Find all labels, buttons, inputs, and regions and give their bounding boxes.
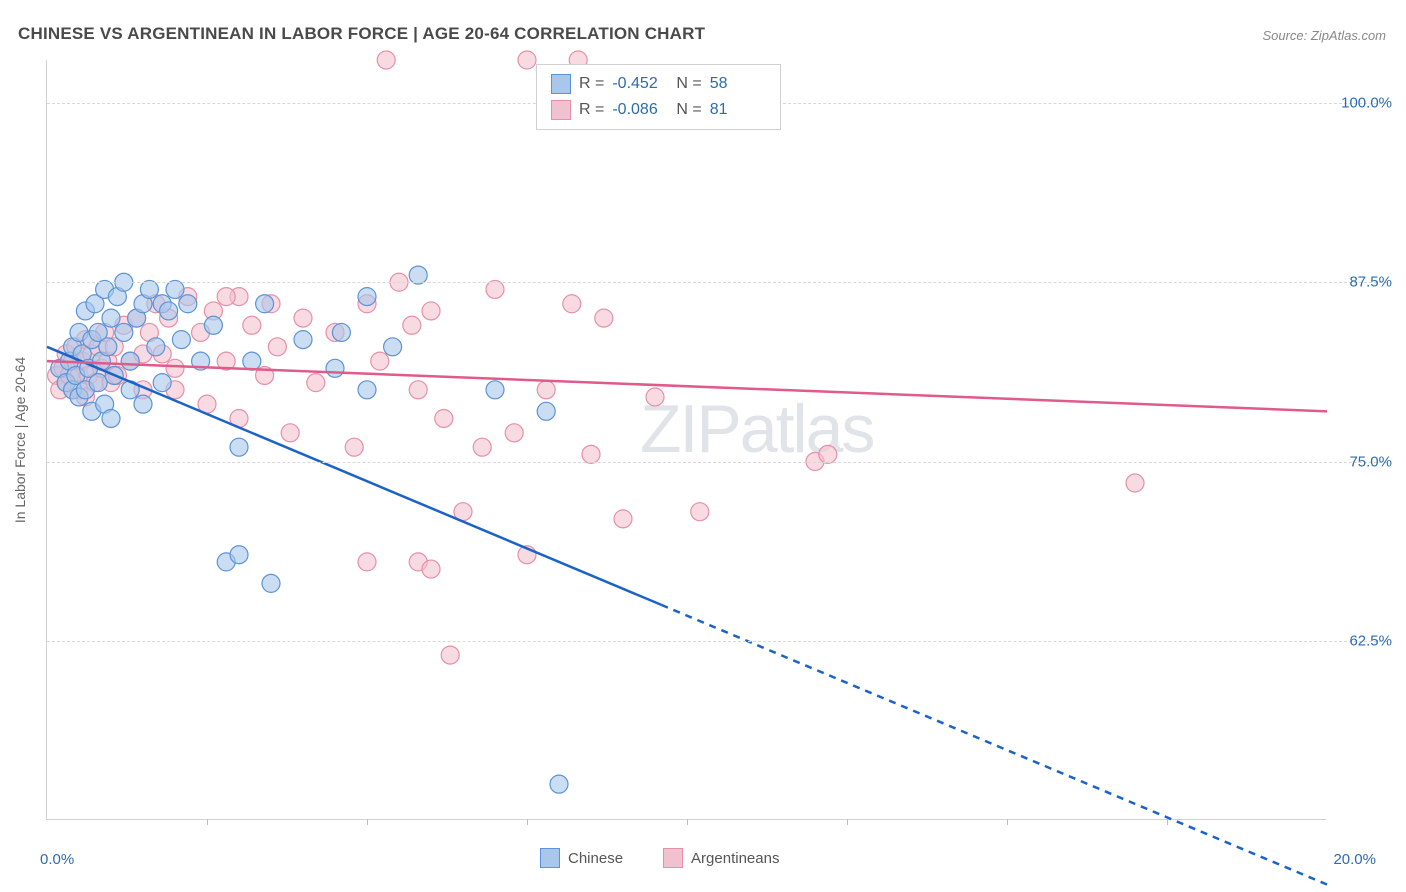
scatter-point [204, 316, 222, 334]
scatter-point [153, 374, 171, 392]
legend-label-chinese: Chinese [568, 850, 623, 867]
legend-swatch-pink [663, 848, 683, 868]
stats-r-val-0: -0.452 [612, 71, 668, 97]
scatter-point [256, 295, 274, 313]
bottom-legend: Chinese Argentineans [540, 848, 779, 868]
scatter-point [166, 359, 184, 377]
scatter-point [371, 352, 389, 370]
scatter-point [294, 331, 312, 349]
scatter-point [134, 395, 152, 413]
scatter-point [358, 553, 376, 571]
scatter-point [102, 309, 120, 327]
chart-container: CHINESE VS ARGENTINEAN IN LABOR FORCE | … [0, 0, 1406, 892]
scatter-point [115, 323, 133, 341]
scatter-point [358, 381, 376, 399]
scatter-point [281, 424, 299, 442]
scatter-point [230, 546, 248, 564]
y-tick-label: 87.5% [1349, 274, 1392, 291]
scatter-point [230, 438, 248, 456]
stats-n-label-0: N = [676, 71, 701, 97]
trend-line [661, 605, 1327, 885]
scatter-point [345, 438, 363, 456]
plot-svg [47, 60, 1327, 820]
stats-n-val-0: 58 [710, 71, 766, 97]
x-tick-label-right: 20.0% [1333, 851, 1376, 868]
scatter-point [172, 331, 190, 349]
scatter-point [505, 424, 523, 442]
scatter-point [691, 503, 709, 521]
stats-swatch-blue [551, 74, 571, 94]
scatter-point [422, 560, 440, 578]
legend-item-chinese: Chinese [540, 848, 623, 868]
y-tick-label: 75.0% [1349, 453, 1392, 470]
stats-r-label-1: R = [579, 97, 604, 123]
stats-swatch-pink [551, 100, 571, 120]
scatter-point [441, 646, 459, 664]
scatter-point [409, 381, 427, 399]
scatter-point [102, 409, 120, 427]
scatter-point [537, 381, 555, 399]
gridline-h [47, 641, 1387, 642]
x-tick [1007, 819, 1008, 825]
y-tick-label: 100.0% [1341, 95, 1392, 112]
stats-n-label-1: N = [676, 97, 701, 123]
scatter-point [614, 510, 632, 528]
scatter-point [243, 352, 261, 370]
stats-r-val-1: -0.086 [612, 97, 668, 123]
scatter-point [217, 288, 235, 306]
scatter-point [377, 51, 395, 69]
scatter-point [550, 775, 568, 793]
gridline-h [47, 462, 1387, 463]
scatter-point [99, 338, 117, 356]
scatter-point [435, 409, 453, 427]
gridline-h [47, 282, 1387, 283]
scatter-point [179, 295, 197, 313]
x-tick [367, 819, 368, 825]
x-tick [687, 819, 688, 825]
scatter-point [486, 381, 504, 399]
y-axis-title: In Labor Force | Age 20-64 [12, 357, 28, 523]
x-tick [1167, 819, 1168, 825]
scatter-point [563, 295, 581, 313]
scatter-point [1126, 474, 1144, 492]
scatter-point [473, 438, 491, 456]
stats-row-1: R = -0.086 N = 81 [551, 97, 766, 123]
scatter-point [646, 388, 664, 406]
trend-line [47, 347, 661, 605]
x-tick [527, 819, 528, 825]
x-tick-label-left: 0.0% [40, 851, 74, 868]
scatter-point [294, 309, 312, 327]
scatter-point [262, 574, 280, 592]
legend-item-argentineans: Argentineans [663, 848, 779, 868]
scatter-point [403, 316, 421, 334]
scatter-point [537, 402, 555, 420]
scatter-point [384, 338, 402, 356]
stats-row-0: R = -0.452 N = 58 [551, 71, 766, 97]
scatter-point [243, 316, 261, 334]
stats-n-val-1: 81 [710, 97, 766, 123]
x-tick [207, 819, 208, 825]
legend-label-argentineans: Argentineans [691, 850, 779, 867]
source-attribution: Source: ZipAtlas.com [1262, 28, 1386, 43]
scatter-point [160, 302, 178, 320]
scatter-point [147, 338, 165, 356]
scatter-point [307, 374, 325, 392]
stats-r-label-0: R = [579, 71, 604, 97]
scatter-point [121, 352, 139, 370]
y-tick-label: 62.5% [1349, 632, 1392, 649]
scatter-point [268, 338, 286, 356]
scatter-point [595, 309, 613, 327]
scatter-point [326, 359, 344, 377]
scatter-point [89, 374, 107, 392]
x-tick [847, 819, 848, 825]
scatter-point [422, 302, 440, 320]
trend-line [47, 361, 1327, 411]
legend-swatch-blue [540, 848, 560, 868]
chart-title: CHINESE VS ARGENTINEAN IN LABOR FORCE | … [18, 24, 705, 44]
stats-box: R = -0.452 N = 58 R = -0.086 N = 81 [536, 64, 781, 130]
scatter-point [518, 51, 536, 69]
scatter-point [358, 288, 376, 306]
plot-area [46, 60, 1326, 820]
scatter-point [332, 323, 350, 341]
